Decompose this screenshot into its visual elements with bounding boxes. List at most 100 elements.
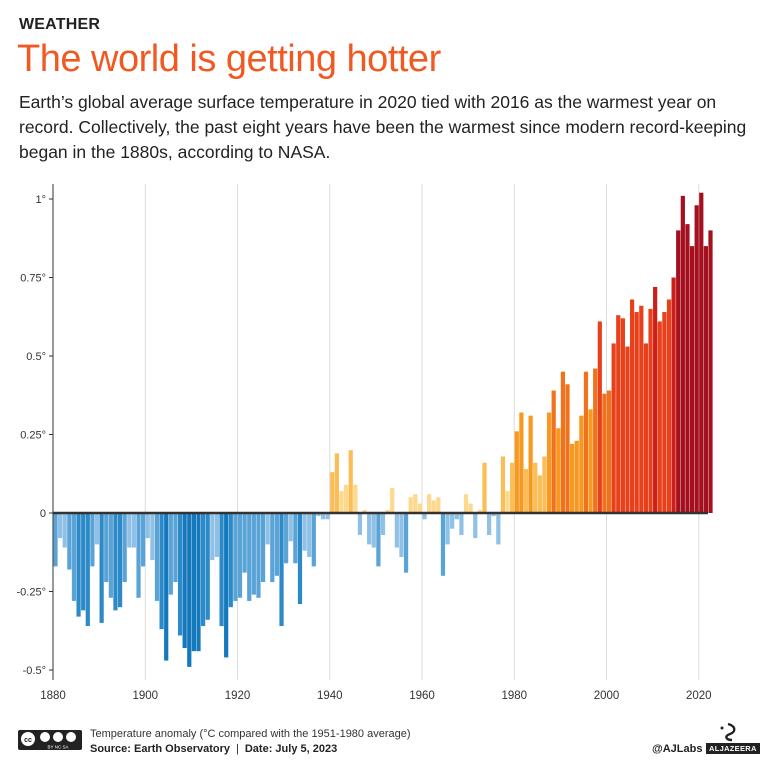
bar-1979 [510,462,515,513]
bar-1990 [560,371,566,513]
bar-1951 [380,513,386,535]
source-line: Source: Earth Observatory | Date: July 5, … [90,743,337,755]
bar-2022 [708,230,713,513]
bar-1953 [390,487,395,513]
y-tick-label: 0.5° [26,351,46,363]
bar-1885 [76,513,81,617]
chart-note: Temperature anomaly (°C compared with th… [90,728,411,740]
bar-1948 [367,513,372,545]
bar-1986 [542,456,547,513]
y-tick-label: 0 [40,508,46,520]
bar-1966 [450,513,455,529]
bar-1939 [325,513,330,520]
bar-1954 [394,513,399,548]
bar-1899 [141,513,146,567]
bar-1929 [279,513,284,627]
bar-1991 [565,384,570,513]
bar-1977 [500,456,506,513]
bar-1930 [284,513,289,564]
bar-1967 [454,513,459,520]
bar-1968 [459,513,464,535]
bar-1920 [237,513,243,598]
bar-1882 [62,513,67,548]
bar-1994 [579,415,584,513]
bar-1976 [496,513,501,545]
bar-1893 [113,513,118,611]
bar-1950 [376,513,381,567]
bar-1980 [514,431,519,513]
x-tick-label: 1960 [409,690,435,702]
bar-2011 [657,321,662,513]
bar-2014 [671,277,676,513]
bar-1905 [168,513,173,595]
bar-1936 [311,513,316,567]
bar-1973 [482,462,487,513]
bar-1940 [330,472,335,513]
bar-1947 [362,509,367,513]
bar-2006 [634,312,639,513]
bar-1970 [468,503,473,513]
bar-1987 [546,412,552,513]
bar-1965 [445,513,450,545]
x-tick-label: 1900 [132,690,158,702]
bar-1988 [551,390,556,513]
bar-1989 [556,428,561,513]
bar-1894 [117,513,123,608]
bar-2021 [703,246,708,513]
bar-2015 [676,230,681,513]
bar-1997 [593,368,598,513]
bar-1958 [413,494,418,513]
bar-1946 [357,513,363,535]
bar-1901 [150,513,155,561]
bar-1942 [339,491,344,513]
bar-1895 [122,513,127,583]
bar-1993 [574,440,579,513]
bar-2017 [685,224,690,513]
bar-2018 [689,246,695,513]
bar-1907 [177,513,183,636]
bar-1943 [343,484,349,513]
x-tick-label: 1940 [317,690,343,702]
bar-1932 [293,513,298,564]
bar-1960 [422,513,427,520]
bar-1982 [523,469,529,513]
section-label: WEATHER [19,16,101,33]
bar-2009 [648,308,653,513]
footer: cc BY NC SA Temperature anomaly (°C comp… [0,722,770,769]
bar-1937 [316,513,321,517]
bar-1962 [431,500,436,513]
bar-2012 [662,312,667,513]
bar-2019 [694,205,699,513]
bar-1900 [145,513,150,539]
bar-1883 [67,513,72,570]
bar-2001 [611,343,616,513]
bar-1927 [270,513,275,583]
bar-1917 [224,513,229,658]
bar-1933 [297,513,303,605]
source-text: Source: Earth Observatory [90,743,230,755]
svg-text:cc: cc [24,737,32,744]
bar-1952 [385,509,390,513]
x-tick-label: 1880 [40,690,66,702]
bar-2013 [666,299,672,513]
bar-2003 [620,318,625,513]
x-tick-label: 2020 [686,690,712,702]
bar-2002 [616,315,621,513]
bar-1890 [99,513,104,623]
bar-1974 [486,513,492,535]
y-tick-label: 0.75° [20,273,46,285]
bar-1919 [233,513,238,601]
date-text: Date: July 5, 2023 [244,743,338,755]
bar-1889 [94,513,100,545]
bar-1978 [505,491,510,513]
bar-1922 [247,513,252,601]
page-subtitle: Earth’s global average surface temperatu… [19,92,747,162]
bar-1996 [588,409,593,513]
bar-1935 [307,513,312,557]
bar-2007 [639,305,644,513]
bar-1892 [108,513,113,598]
bar-1931 [288,513,293,542]
bar-1995 [583,371,589,513]
bar-1911 [196,513,201,652]
x-tick-label: 1980 [501,690,527,702]
